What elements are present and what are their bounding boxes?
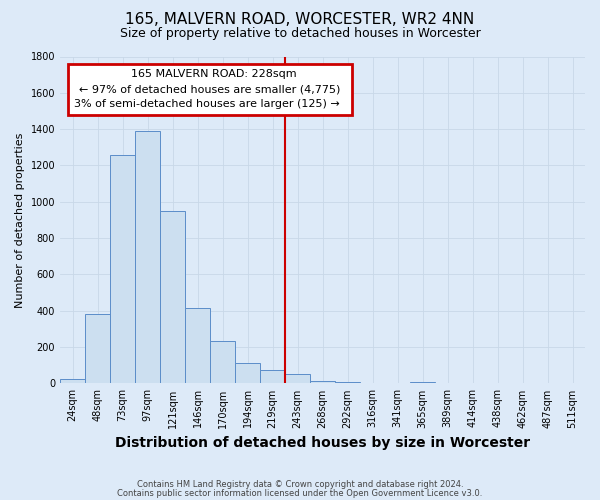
Text: 165 MALVERN ROAD: 228sqm
← 97% of detached houses are smaller (4,775)
3% of semi: 165 MALVERN ROAD: 228sqm ← 97% of detach… bbox=[74, 70, 346, 109]
Bar bbox=[485, 383, 510, 384]
Bar bbox=[235, 362, 260, 384]
Bar bbox=[210, 340, 235, 384]
Bar bbox=[360, 382, 385, 384]
Bar bbox=[285, 374, 310, 384]
Bar bbox=[85, 314, 110, 384]
Y-axis label: Number of detached properties: Number of detached properties bbox=[15, 132, 25, 308]
Text: Size of property relative to detached houses in Worcester: Size of property relative to detached ho… bbox=[119, 28, 481, 40]
Bar bbox=[310, 380, 335, 384]
Bar bbox=[410, 382, 435, 384]
Text: Contains public sector information licensed under the Open Government Licence v3: Contains public sector information licen… bbox=[118, 488, 482, 498]
Bar bbox=[185, 308, 210, 384]
Bar bbox=[60, 379, 85, 384]
Bar bbox=[110, 154, 135, 384]
Bar bbox=[135, 131, 160, 384]
Bar bbox=[385, 383, 410, 384]
Bar bbox=[435, 383, 460, 384]
Bar bbox=[160, 211, 185, 384]
Text: 165, MALVERN ROAD, WORCESTER, WR2 4NN: 165, MALVERN ROAD, WORCESTER, WR2 4NN bbox=[125, 12, 475, 28]
X-axis label: Distribution of detached houses by size in Worcester: Distribution of detached houses by size … bbox=[115, 436, 530, 450]
Text: Contains HM Land Registry data © Crown copyright and database right 2024.: Contains HM Land Registry data © Crown c… bbox=[137, 480, 463, 489]
Bar bbox=[335, 382, 360, 384]
Bar bbox=[260, 370, 285, 384]
